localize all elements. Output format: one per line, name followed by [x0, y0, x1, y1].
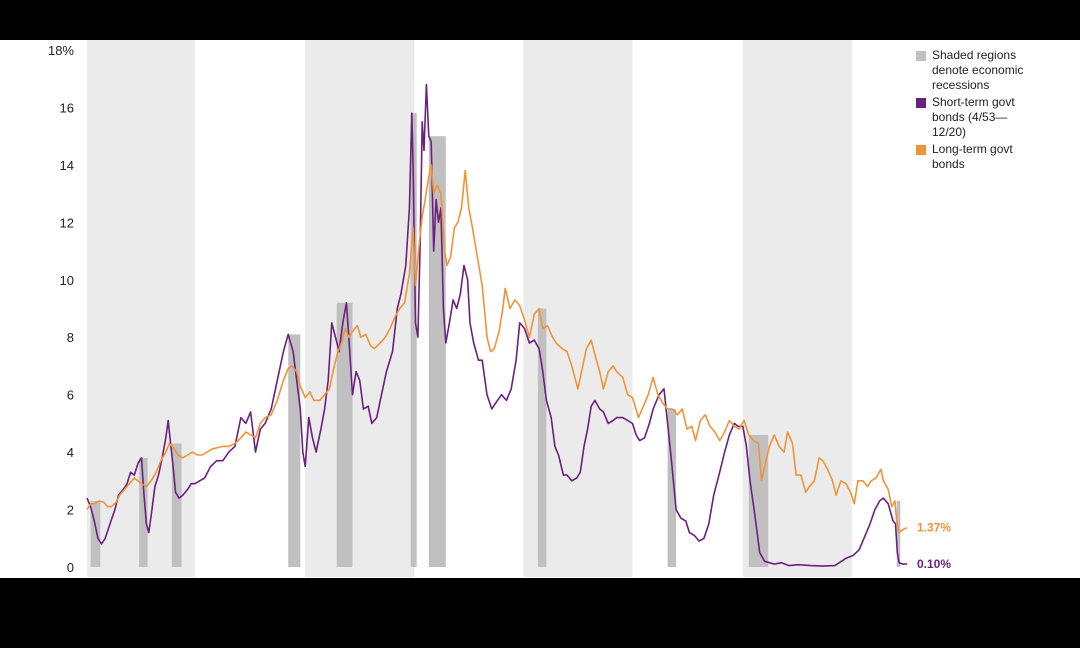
y-tick-label-12: 12: [60, 215, 74, 230]
recession-bar-1: [139, 457, 148, 567]
y-tick-label-14: 14: [60, 158, 74, 173]
recession-bar-9: [748, 434, 769, 567]
y-tick-label-10: 10: [60, 273, 74, 288]
recession-bar-4: [336, 302, 353, 567]
recession-bar-7: [537, 308, 547, 567]
series-line-short: [86, 83, 907, 567]
end-labels: 1.37% 0.10%: [917, 521, 951, 571]
legend-swatch-long-term: [916, 145, 926, 155]
end-label-long: 1.37%: [917, 521, 951, 535]
legend-label-short-term: Short-term govt bonds (4/53—12/20): [932, 95, 1015, 139]
y-tick-label-18: 18%: [48, 43, 74, 58]
y-tick-label-16: 16: [60, 100, 74, 115]
end-label-short: 0.10%: [917, 557, 951, 571]
series-line-long: [86, 164, 908, 534]
line-chart: 0 2 4 6 8 10 12 14 16 18% 1.37% 0.10%: [48, 40, 951, 577]
recession-bar-5: [410, 113, 417, 567]
recession-bar-6: [428, 136, 446, 567]
recession-bar-10: [896, 500, 901, 567]
legend-swatch-recession: [916, 51, 926, 61]
y-tick-label-8: 8: [67, 330, 74, 345]
y-tick-label-2: 2: [67, 503, 74, 518]
y-axis: 0 2 4 6 8 10 12 14 16 18%: [48, 43, 74, 575]
legend-swatch-short-term: [916, 98, 926, 108]
y-tick-label-0: 0: [67, 560, 74, 575]
series-lines: [86, 83, 908, 567]
chart-area: 0 2 4 6 8 10 12 14 16 18% 1.37% 0.10% Shaded regio…: [0, 40, 1080, 578]
legend-item-long-term: Long-term govt bonds: [916, 142, 1076, 172]
legend-label-long-term: Long-term govt bonds: [932, 142, 1013, 171]
y-tick-label-6: 6: [67, 388, 74, 403]
legend-item-short-term: Short-term govt bonds (4/53—12/20): [916, 95, 1076, 140]
recession-bar-3: [288, 334, 301, 567]
y-tick-label-4: 4: [67, 445, 74, 460]
legend-label-recession: Shaded regions denote economic recession…: [932, 48, 1024, 92]
recession-bar-8: [667, 409, 677, 567]
recession-bar-0: [90, 500, 101, 567]
decade-band-1: [305, 40, 415, 577]
recession-bar-2: [171, 443, 182, 567]
legend: Shaded regions denote economic recession…: [916, 48, 1076, 174]
legend-item-recession: Shaded regions denote economic recession…: [916, 48, 1076, 93]
